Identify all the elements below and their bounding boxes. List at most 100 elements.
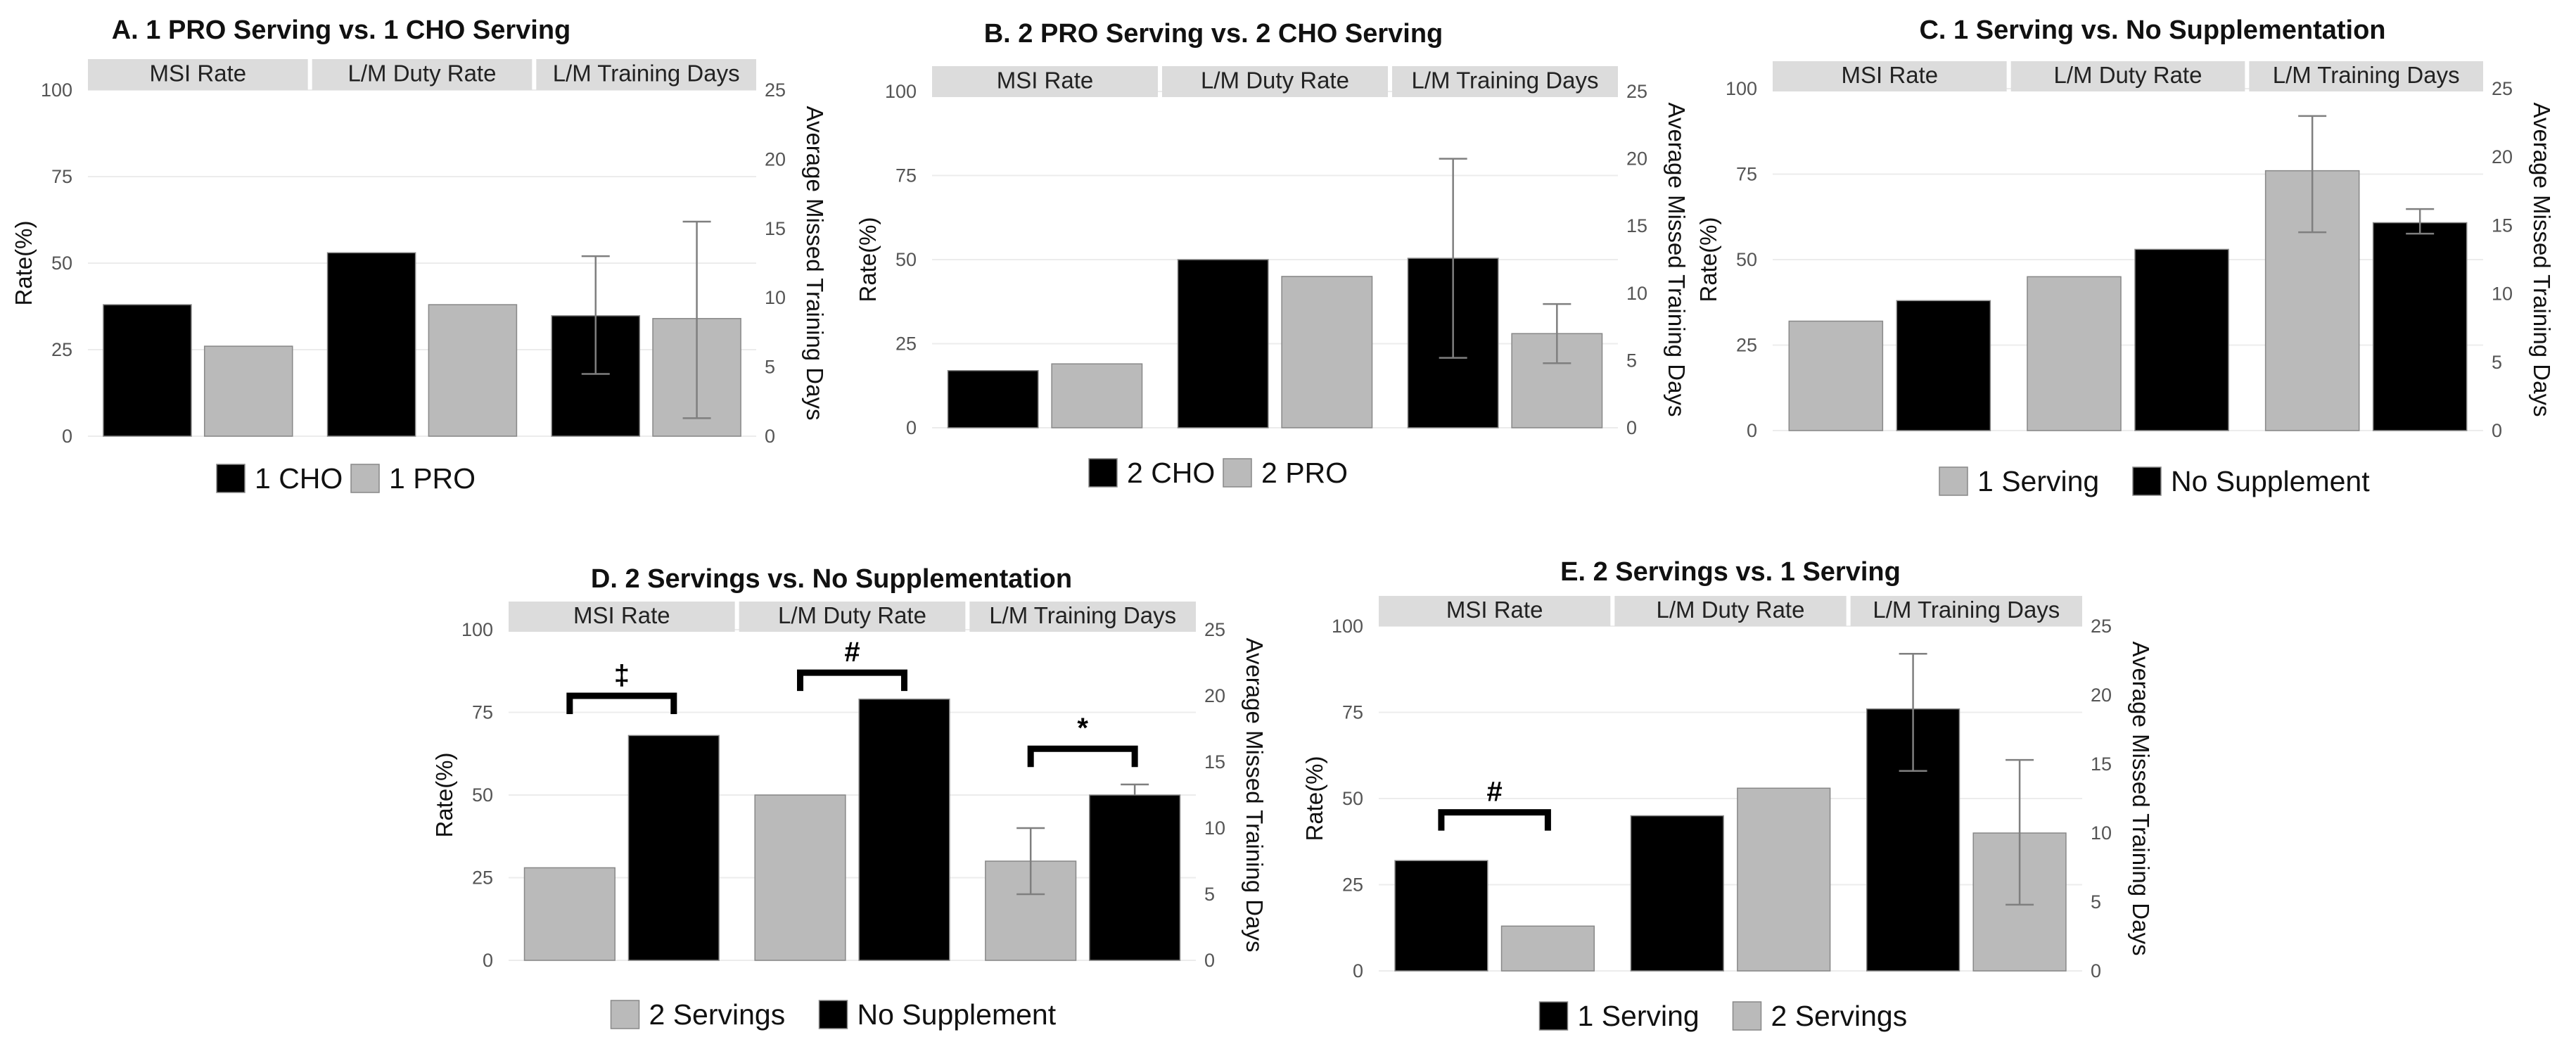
bar — [754, 794, 846, 961]
panel-a: A. 1 PRO Serving vs. 1 CHO Serving MSI Ra… — [11, 15, 828, 495]
y-axis-title: Rate(%) — [11, 220, 37, 305]
bar — [1281, 276, 1373, 428]
y2-tick-label: 0 — [765, 426, 775, 447]
y2-tick-label: 15 — [2091, 754, 2112, 775]
facet-label: L/M Training Days — [2273, 62, 2460, 88]
y-tick-label: 0 — [906, 417, 917, 438]
bar — [1788, 320, 1884, 431]
y-tick-label: 50 — [1342, 788, 1363, 809]
y-tick-label: 50 — [895, 249, 917, 270]
legend-label: 2 Servings — [1771, 1000, 1908, 1032]
y-tick-label: 100 — [41, 80, 72, 101]
bar — [2372, 222, 2468, 431]
legend: 1 Serving No Supplement — [1939, 465, 2370, 497]
facet-strip — [969, 602, 1196, 632]
y2-tick-label: 0 — [2492, 420, 2502, 441]
legend-swatch — [216, 464, 246, 493]
bar — [1089, 794, 1181, 961]
y-tick-label: 25 — [1736, 335, 1757, 356]
legend-label: 1 PRO — [389, 462, 476, 495]
y2-tick-label: 0 — [1204, 950, 1215, 971]
facet-strip — [536, 59, 756, 90]
facet-label: L/M Duty Rate — [1201, 68, 1349, 94]
legend-label: 1 Serving — [1578, 1000, 1700, 1032]
panel-e: E. 2 Servings vs. 1 Serving MSI Rate L/M D… — [1301, 557, 2154, 1032]
bar — [1177, 259, 1269, 428]
y-tick-label: 25 — [895, 333, 917, 355]
y2-tick-label: 20 — [1626, 148, 1647, 170]
y2-tick-label: 0 — [2091, 960, 2101, 981]
bar — [203, 345, 293, 437]
facet-label: L/M Duty Rate — [348, 61, 497, 87]
y-tick-label: 50 — [51, 253, 72, 274]
y-axis-title: Rate(%) — [855, 217, 881, 302]
y2-axis-title: Average Missed Training Days — [1664, 103, 1690, 417]
y2-tick-label: 10 — [1626, 283, 1647, 304]
legend-swatch — [2132, 466, 2162, 496]
significance-bracket — [566, 692, 677, 714]
y2-tick-label: 20 — [2492, 146, 2513, 167]
legend: 1 Serving 2 Servings — [1538, 1000, 1908, 1032]
facet-label: MSI Rate — [1842, 62, 1939, 88]
bar — [1500, 925, 1595, 972]
bar — [947, 369, 1039, 428]
bar — [103, 304, 192, 437]
y2-tick-label: 25 — [1204, 619, 1225, 640]
y-tick-label: 0 — [1747, 420, 1757, 441]
significance-symbol: # — [1487, 777, 1503, 808]
legend-swatch — [1223, 458, 1252, 488]
facet-strip — [1614, 596, 1847, 626]
y2-tick-label: 20 — [2091, 685, 2112, 706]
panel-b: B. 2 PRO Serving vs. 2 CHO Serving MSI Ra… — [855, 19, 1690, 489]
y-tick-label: 100 — [461, 619, 493, 640]
facet-strip — [1162, 66, 1388, 97]
y-tick-label: 25 — [472, 867, 493, 889]
y-tick-label: 75 — [51, 166, 72, 187]
facet-label: MSI Rate — [997, 68, 1094, 94]
bar — [1737, 787, 1831, 972]
bar — [523, 867, 616, 961]
facet-strip — [312, 59, 533, 90]
legend-swatch — [610, 1000, 640, 1029]
significance-bracket — [1438, 809, 1551, 831]
facet-label: L/M Training Days — [1873, 597, 2060, 623]
significance-symbol: ‡ — [614, 660, 630, 691]
y2-tick-label: 25 — [765, 80, 786, 101]
y2-axis-title: Average Missed Training Days — [2529, 103, 2555, 417]
bar — [2027, 276, 2122, 431]
y2-axis-title: Average Missed Training Days — [802, 106, 828, 421]
legend-swatch — [1939, 466, 1968, 496]
facet-strip — [739, 602, 966, 632]
bar — [627, 735, 720, 961]
facet-label: L/M Training Days — [553, 61, 740, 87]
facet-label: L/M Duty Rate — [2054, 62, 2202, 88]
y2-tick-label: 15 — [2492, 215, 2513, 236]
y2-tick-label: 5 — [765, 357, 775, 378]
y-tick-label: 0 — [483, 950, 493, 971]
legend-label: 2 PRO — [1261, 457, 1348, 489]
legend: 1 CHO 1 PRO — [216, 462, 476, 495]
facet-label: MSI Rate — [150, 61, 247, 87]
y-tick-label: 25 — [1342, 875, 1363, 896]
panel-c: C. 1 Serving vs. No Supplementation MSI R… — [1695, 15, 2555, 497]
y-tick-label: 100 — [1332, 616, 1363, 637]
y-tick-label: 0 — [62, 426, 72, 447]
bar — [1896, 300, 1991, 431]
legend: 2 CHO 2 PRO — [1088, 457, 1348, 489]
chart-title: A. 1 PRO Serving vs. 1 CHO Serving — [112, 15, 571, 45]
legend-swatch — [1732, 1001, 1762, 1031]
y2-tick-label: 5 — [1204, 884, 1215, 905]
chart-title: E. 2 Servings vs. 1 Serving — [1560, 557, 1901, 587]
legend-label: 2 CHO — [1127, 457, 1215, 489]
y2-tick-label: 25 — [2492, 78, 2513, 99]
y-tick-label: 100 — [885, 81, 917, 102]
y2-tick-label: 10 — [2492, 284, 2513, 305]
y2-axis-title: Average Missed Training Days — [2128, 642, 2154, 956]
y2-tick-label: 0 — [1626, 417, 1637, 438]
significance-bracket — [1027, 745, 1138, 768]
y2-tick-label: 5 — [2091, 891, 2101, 913]
y2-tick-label: 15 — [1626, 215, 1647, 236]
facet-label: L/M Duty Rate — [778, 602, 926, 628]
chart-title: C. 1 Serving vs. No Supplementation — [1919, 15, 2385, 45]
facet-strip — [88, 59, 308, 90]
